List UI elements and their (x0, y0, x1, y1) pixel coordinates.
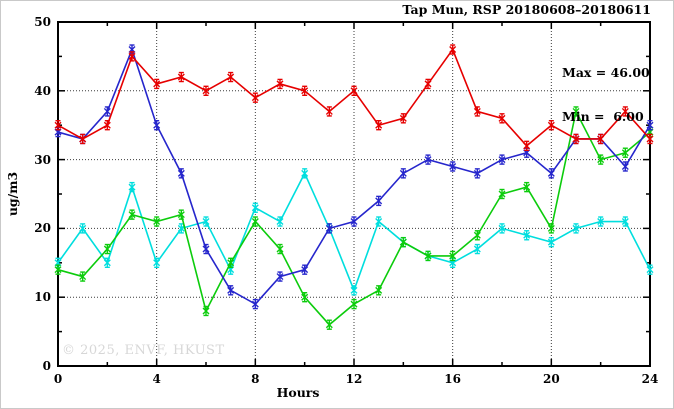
x-tick-label: 24 (641, 372, 659, 386)
x-tick-label: 16 (444, 372, 462, 386)
y-tick-label: 50 (34, 15, 51, 29)
series-green-markers (54, 106, 654, 330)
y-tick-label: 10 (34, 290, 51, 305)
x-axis-label: Hours (276, 385, 320, 400)
chart-title: Tap Mun, RSP 20180608–20180611 (402, 2, 651, 17)
x-tick-label: 12 (345, 372, 363, 386)
y-tick-label: 0 (42, 359, 51, 373)
min-value-label: Min = 6.00 (562, 108, 644, 124)
x-tick-labels: 0 4 8 12 16 20 24 (1, 372, 673, 388)
x-tick-label: 20 (542, 372, 560, 386)
stats-box: Max = 46.00 Min = 6.00 (562, 37, 650, 153)
y-tick-label: 20 (34, 221, 51, 236)
y-tick-labels: 0 10 20 30 40 50 (1, 1, 51, 408)
y-tick-label: 30 (34, 152, 51, 167)
x-tick-label: 4 (152, 372, 161, 386)
watermark: © 2025, ENVF, HKUST (62, 343, 225, 358)
x-tick-label: 8 (251, 372, 260, 386)
plot-frame (57, 21, 651, 367)
max-value-label: Max = 46.00 (562, 65, 650, 80)
x-tick-label: 0 (53, 372, 63, 386)
series-cyan-markers (54, 168, 654, 296)
series-red-markers (54, 44, 654, 152)
y-tick-label: 40 (34, 83, 51, 98)
